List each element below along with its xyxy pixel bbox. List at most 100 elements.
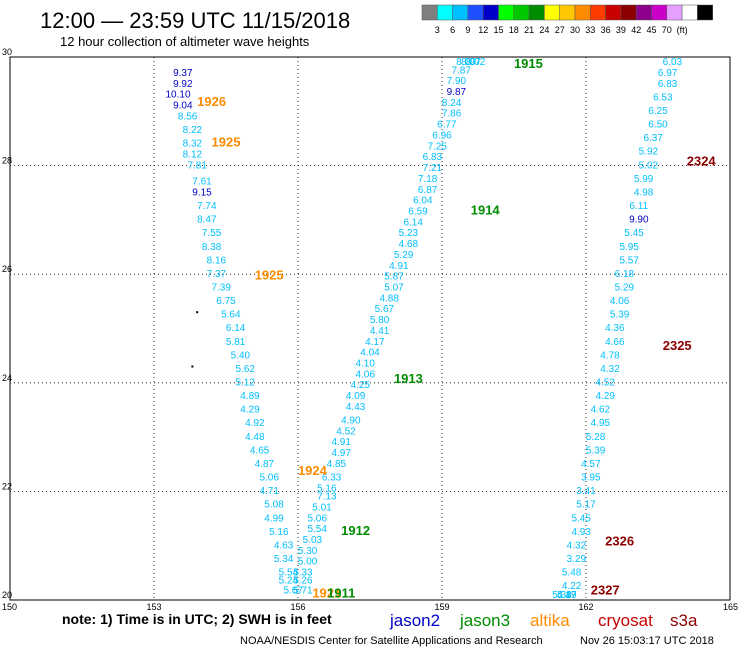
wave-height-value: 9.90 bbox=[629, 215, 649, 226]
wave-height-value: 4.90 bbox=[341, 416, 361, 427]
wave-height-value: 7.18 bbox=[418, 174, 438, 185]
colorbar-label: 3 bbox=[435, 25, 440, 35]
wave-height-value: 5.29 bbox=[394, 250, 414, 261]
wave-height-value: 4.71 bbox=[259, 486, 279, 497]
wave-height-value: 5.71 bbox=[293, 585, 313, 596]
pass-label: 2325 bbox=[663, 338, 692, 353]
wave-height-value: 4.36 bbox=[605, 323, 625, 334]
colorbar-legend: 3 6 9 12 15 18 21 24 27 30 33 36 39 42 45 70 (ft) bbox=[421, 4, 713, 35]
wave-height-value: 4.68 bbox=[399, 239, 419, 250]
wave-height-value: 7.25 bbox=[427, 141, 447, 152]
legend-entry-s3a: s3a bbox=[670, 611, 698, 630]
wave-height-value: 6.96 bbox=[432, 130, 452, 141]
wave-height-value: 6.75 bbox=[216, 296, 236, 307]
wave-height-value: 5.95 bbox=[619, 242, 639, 253]
wave-height-value: 6.03 bbox=[663, 57, 683, 68]
colorbar-swatch bbox=[635, 4, 652, 21]
colorbar-swatch bbox=[574, 4, 591, 21]
wave-height-value: 4.92 bbox=[245, 418, 265, 429]
wave-height-value: 9.04 bbox=[173, 101, 193, 112]
wave-height-value: 7.37 bbox=[207, 269, 227, 280]
pass-label: 1913 bbox=[394, 371, 423, 386]
wave-height-value: 4.78 bbox=[600, 350, 620, 361]
colorbar-label: (ft) bbox=[677, 25, 688, 35]
x-tick-label: 159 bbox=[434, 602, 449, 612]
pass-label: 1925 bbox=[255, 268, 284, 283]
wave-height-value: 8.00 bbox=[456, 57, 476, 68]
colorbar-label: 15 bbox=[493, 25, 503, 35]
wave-height-value: 4.52 bbox=[595, 378, 615, 389]
wave-height-value: 4.62 bbox=[591, 405, 611, 416]
wave-height-value: 4.19 bbox=[557, 590, 577, 601]
wave-height-value: 8.47 bbox=[197, 215, 217, 226]
x-tick-label: 156 bbox=[290, 602, 305, 612]
wave-height-value: 3.29 bbox=[567, 554, 587, 565]
wave-height-value: 3.41 bbox=[576, 486, 596, 497]
colorbar-label: 33 bbox=[585, 25, 595, 35]
y-tick-label: 28 bbox=[2, 156, 12, 166]
wave-height-value: 4.17 bbox=[365, 337, 385, 348]
wave-height-value: 4.06 bbox=[610, 296, 630, 307]
wave-height-value: 8.38 bbox=[202, 242, 222, 253]
pass-label: 2324 bbox=[687, 154, 717, 169]
wave-height-value: 5.33 bbox=[293, 568, 313, 579]
colorbar-swatch bbox=[666, 4, 683, 21]
wave-height-value: 5.87 bbox=[384, 272, 404, 283]
wave-height-value: 8.56 bbox=[178, 111, 198, 122]
data-marker bbox=[196, 311, 199, 314]
colorbar-swatch bbox=[681, 4, 698, 21]
wave-height-value: 5.00 bbox=[298, 557, 318, 568]
wave-height-value: 6.14 bbox=[403, 217, 423, 228]
wave-height-value: 5.54 bbox=[307, 524, 327, 535]
colorbar-swatch bbox=[559, 4, 576, 21]
wave-height-value: 4.85 bbox=[327, 459, 347, 470]
colorbar-label: 70 bbox=[662, 25, 672, 35]
legend-entry-cryosat: cryosat bbox=[598, 611, 653, 630]
colorbar-label: 6 bbox=[450, 25, 455, 35]
wave-height-value: 6.14 bbox=[226, 323, 246, 334]
plot-frame bbox=[9, 56, 731, 601]
wave-height-value: 5.39 bbox=[586, 445, 606, 456]
wave-height-value: 5.47 bbox=[557, 590, 577, 601]
colorbar-label: 45 bbox=[646, 25, 656, 35]
pass-label: 1914 bbox=[471, 202, 501, 217]
colorbar-label: 39 bbox=[616, 25, 626, 35]
wave-height-value: 4.32 bbox=[567, 540, 587, 551]
wave-height-value: 4.41 bbox=[370, 326, 390, 337]
wave-height-value: 4.32 bbox=[600, 364, 620, 375]
pass-label: 1926 bbox=[197, 94, 226, 109]
wave-height-value: 4.93 bbox=[571, 527, 591, 538]
wave-height-value: 9.87 bbox=[447, 87, 467, 98]
wave-height-value: 4.95 bbox=[591, 418, 611, 429]
wave-height-value: 4.66 bbox=[605, 337, 625, 348]
wave-height-value: 4.99 bbox=[264, 513, 284, 524]
pass-labels: 1926 1925 1925 1924 1921 1915 1914 1913 1912 1911… bbox=[197, 56, 716, 600]
pass-label: 1912 bbox=[341, 523, 370, 538]
wave-height-value: 5.39 bbox=[610, 310, 630, 321]
wave-height-value: 6.97 bbox=[658, 68, 678, 79]
wave-height-value: 5.80 bbox=[370, 315, 390, 326]
pass-label: 1925 bbox=[212, 135, 241, 150]
wave-height-value: 6.04 bbox=[413, 196, 433, 207]
wave-height-value: 4.25 bbox=[351, 380, 371, 391]
wave-height-value: 5.48 bbox=[562, 568, 582, 579]
wave-height-value: 9.15 bbox=[192, 187, 212, 198]
wave-height-value: 4.97 bbox=[331, 448, 351, 459]
wave-height-value: 7.13 bbox=[317, 492, 337, 503]
wave-height-value: 7.90 bbox=[447, 76, 467, 87]
wave-height-value: 5.45 bbox=[624, 228, 644, 239]
pass-label: 2326 bbox=[605, 534, 634, 549]
wave-height-value: 5.02 bbox=[639, 160, 659, 171]
colorbar-swatch bbox=[605, 4, 622, 21]
legend-entry-jason2: jason2 bbox=[389, 611, 440, 630]
colorbar-swatch bbox=[467, 4, 484, 21]
wave-height-value: 5.17 bbox=[576, 500, 596, 511]
colorbar-swatch bbox=[651, 4, 668, 21]
wave-height-value: 4.57 bbox=[581, 459, 601, 470]
colorbar-label: 24 bbox=[539, 25, 549, 35]
grid-lines bbox=[10, 57, 730, 600]
legend-entry-jason3: jason3 bbox=[459, 611, 510, 630]
wave-height-value: 5.81 bbox=[226, 337, 246, 348]
chart-subtitle: 12 hour collection of altimeter wave hei… bbox=[60, 34, 310, 49]
